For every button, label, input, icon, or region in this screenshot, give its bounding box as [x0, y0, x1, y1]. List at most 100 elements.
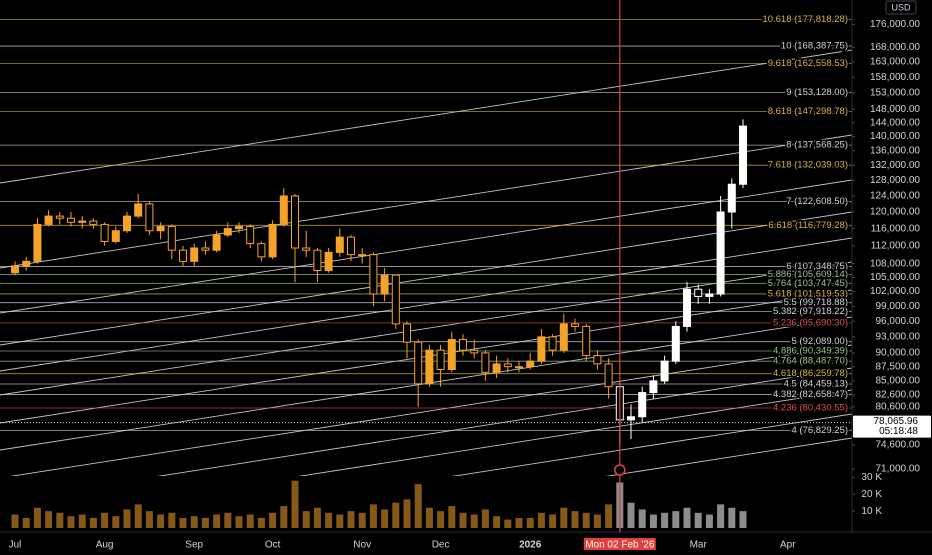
volume-bar [649, 514, 657, 528]
candle-body [257, 243, 266, 258]
volume-bar [33, 507, 41, 528]
crosshair-time-label: Mon 02 Feb '26 [585, 540, 655, 550]
volume-bar [537, 512, 545, 528]
countdown: 05:18:48 [879, 426, 918, 437]
candle-body [134, 203, 143, 217]
x-tick-label: Dec [432, 540, 450, 550]
candle-body [526, 360, 535, 368]
trend-line [0, 179, 852, 314]
level-label: 5.886 (105,609.14) [768, 269, 848, 280]
y-tick-label: 93,000.00 [876, 331, 921, 342]
volume-bar [403, 499, 411, 528]
candle-body [358, 254, 367, 257]
candles [11, 119, 747, 445]
level-label: 5 (92,089.00) [791, 336, 848, 347]
candle-body [369, 254, 378, 295]
candle-body [291, 195, 299, 249]
level-label: 4.236 (80,430.55) [773, 402, 848, 413]
trend-line [0, 261, 852, 396]
volume-bar [313, 507, 321, 528]
candle-body [55, 215, 64, 219]
volume-bar [302, 511, 310, 528]
volume-bar [269, 512, 277, 528]
volume-bar [235, 516, 243, 528]
volume-bar [358, 512, 366, 528]
level-label: 7.618 (132,039.03) [768, 160, 848, 171]
level-label: 5.5 (99,718.88) [784, 297, 848, 308]
candle-body [683, 288, 691, 327]
volume-bar [325, 512, 333, 528]
y-tick-label: 82,600.00 [876, 390, 921, 401]
candle-body [638, 392, 647, 418]
y-tick-label: 148,000.00 [870, 104, 920, 115]
candle-body [145, 203, 154, 232]
last-price-box [853, 415, 931, 438]
level-label: 8 (137,568.25) [786, 140, 848, 151]
candle-body [156, 226, 165, 232]
y-tick-label: 87,500.00 [876, 361, 921, 372]
volume-bar [728, 507, 736, 528]
y-tick-label: 116,000.00 [871, 223, 921, 234]
volume-bar [257, 517, 265, 528]
candle-body [212, 234, 221, 251]
candle-body [571, 323, 579, 327]
volume-bar [101, 512, 109, 528]
candle-body [660, 360, 669, 382]
currency-box[interactable] [885, 0, 917, 15]
volume-bar [425, 507, 433, 528]
volume-bar [437, 511, 445, 528]
y-tick-label: 136,000.00 [870, 145, 920, 156]
volume-bar [683, 507, 691, 528]
y-tick-label: 96,000.00 [876, 316, 921, 327]
level-label: 5.236 (95,690.30) [773, 317, 848, 328]
x-tick-label: Nov [353, 540, 371, 550]
level-label: 5.764 (103,747.45) [768, 278, 848, 289]
level-label: 4.886 (90,349.39) [773, 346, 848, 357]
level-label: 4.382 (82,658.47) [773, 389, 848, 400]
volume-bar [201, 517, 209, 528]
x-tick-label: 2026 [519, 540, 542, 550]
level-label: 4.618 (86,259.78) [773, 368, 848, 379]
candle-body [279, 195, 288, 225]
volume-bar [661, 512, 669, 528]
level-label: 10 (168,387.75) [781, 41, 848, 52]
candle-body [67, 217, 75, 223]
candle-body [302, 247, 311, 251]
candle-body [223, 228, 232, 236]
volume-bar [392, 502, 400, 528]
volume-bar [168, 512, 176, 528]
y-tick-label: 132,000.00 [870, 160, 920, 171]
volume-bar [638, 509, 646, 528]
level-label: 6 (107,348.75) [786, 261, 848, 272]
candle-body [503, 363, 512, 368]
candle-body [627, 416, 635, 421]
candle-body [89, 220, 98, 225]
candle-body [739, 125, 747, 185]
y-tick-label: 128,000.00 [870, 175, 920, 186]
level-label: 7 (122,608.50) [786, 196, 848, 207]
candle-body [671, 325, 680, 362]
candle-body [492, 363, 501, 373]
volume-bar [717, 504, 725, 528]
y-tick-label: 144,000.00 [870, 117, 920, 128]
volume-bar [67, 516, 75, 528]
level-label: 10.618 (177,818.28) [762, 14, 848, 25]
x-tick-label: Jul [9, 540, 22, 550]
x-tick-label: Aug [96, 540, 114, 550]
y-tick-label: 124,000.00 [870, 191, 920, 202]
volume-bar [123, 509, 131, 528]
y-tick-label: 71,000.00 [876, 464, 921, 475]
candle-body [201, 247, 210, 251]
candle-body [33, 223, 42, 262]
volume-bar [705, 514, 713, 528]
volume-bar [78, 514, 86, 528]
event-marker [614, 464, 626, 476]
x-tick-label: Apr [780, 540, 796, 550]
candle-body [313, 249, 322, 271]
candle-body [335, 236, 344, 253]
candle-body [593, 355, 602, 365]
candle-body [179, 249, 187, 262]
y-tick-label: 99,000.00 [876, 301, 921, 312]
volume-bar [414, 484, 422, 528]
